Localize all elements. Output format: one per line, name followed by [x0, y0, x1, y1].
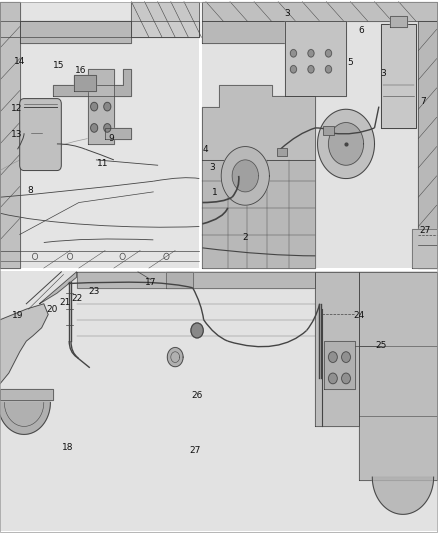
- Text: 5: 5: [347, 59, 353, 67]
- Polygon shape: [328, 123, 364, 165]
- Circle shape: [325, 50, 332, 57]
- Polygon shape: [202, 2, 437, 21]
- Text: 21: 21: [59, 298, 71, 307]
- Text: 22: 22: [71, 294, 82, 303]
- Text: 7: 7: [420, 97, 426, 106]
- Text: 13: 13: [11, 130, 22, 139]
- Text: 19: 19: [12, 311, 23, 320]
- Circle shape: [91, 124, 98, 132]
- Text: 16: 16: [75, 66, 87, 75]
- Polygon shape: [202, 85, 315, 160]
- FancyBboxPatch shape: [202, 2, 437, 268]
- Text: 11: 11: [97, 159, 109, 167]
- Text: 24: 24: [353, 311, 365, 320]
- Polygon shape: [324, 341, 355, 389]
- Circle shape: [191, 323, 203, 338]
- Text: 26: 26: [191, 391, 203, 400]
- Text: 27: 27: [189, 446, 201, 455]
- Polygon shape: [202, 21, 307, 43]
- Text: 23: 23: [88, 287, 100, 296]
- Polygon shape: [0, 402, 50, 434]
- Text: 3: 3: [284, 9, 290, 18]
- Polygon shape: [53, 69, 131, 96]
- Text: 12: 12: [11, 104, 22, 113]
- Polygon shape: [0, 2, 20, 268]
- Polygon shape: [0, 304, 48, 384]
- Polygon shape: [418, 21, 437, 268]
- Text: 3: 3: [209, 164, 215, 172]
- Text: 15: 15: [53, 61, 65, 70]
- Circle shape: [342, 352, 350, 362]
- Circle shape: [91, 102, 98, 111]
- Text: 17: 17: [145, 278, 157, 287]
- Polygon shape: [88, 69, 114, 144]
- Circle shape: [308, 66, 314, 73]
- Text: 2: 2: [243, 233, 248, 241]
- Polygon shape: [131, 2, 199, 37]
- Circle shape: [167, 348, 183, 367]
- Text: 1: 1: [212, 189, 218, 197]
- Text: 6: 6: [358, 27, 364, 35]
- FancyBboxPatch shape: [277, 148, 287, 156]
- Polygon shape: [0, 21, 199, 37]
- Polygon shape: [359, 272, 437, 480]
- Text: 3: 3: [380, 69, 386, 78]
- Polygon shape: [202, 160, 315, 268]
- Polygon shape: [285, 21, 346, 96]
- Polygon shape: [105, 128, 131, 139]
- Polygon shape: [77, 272, 315, 288]
- Polygon shape: [0, 389, 53, 400]
- Polygon shape: [20, 21, 131, 43]
- Polygon shape: [315, 272, 359, 426]
- Polygon shape: [412, 229, 437, 268]
- Polygon shape: [232, 160, 258, 192]
- Circle shape: [325, 66, 332, 73]
- Text: 20: 20: [46, 305, 57, 313]
- Circle shape: [342, 373, 350, 384]
- Circle shape: [328, 373, 337, 384]
- Text: 18: 18: [62, 443, 74, 452]
- FancyBboxPatch shape: [0, 271, 437, 531]
- Text: 25: 25: [375, 341, 387, 350]
- Text: 9: 9: [109, 134, 115, 143]
- Text: 14: 14: [14, 57, 25, 66]
- Text: 8: 8: [27, 186, 33, 195]
- Circle shape: [290, 50, 297, 57]
- Polygon shape: [221, 147, 269, 205]
- Polygon shape: [390, 16, 407, 27]
- Circle shape: [104, 102, 111, 111]
- FancyBboxPatch shape: [0, 2, 199, 268]
- Polygon shape: [318, 109, 374, 179]
- FancyBboxPatch shape: [20, 99, 61, 171]
- FancyBboxPatch shape: [323, 126, 334, 135]
- Polygon shape: [381, 24, 416, 128]
- Polygon shape: [372, 477, 434, 514]
- Circle shape: [328, 352, 337, 362]
- Circle shape: [290, 66, 297, 73]
- Circle shape: [308, 50, 314, 57]
- Circle shape: [104, 124, 111, 132]
- Polygon shape: [74, 75, 96, 91]
- Text: 27: 27: [419, 226, 431, 235]
- Polygon shape: [39, 272, 77, 304]
- Polygon shape: [166, 272, 193, 288]
- Text: 4: 4: [203, 145, 208, 154]
